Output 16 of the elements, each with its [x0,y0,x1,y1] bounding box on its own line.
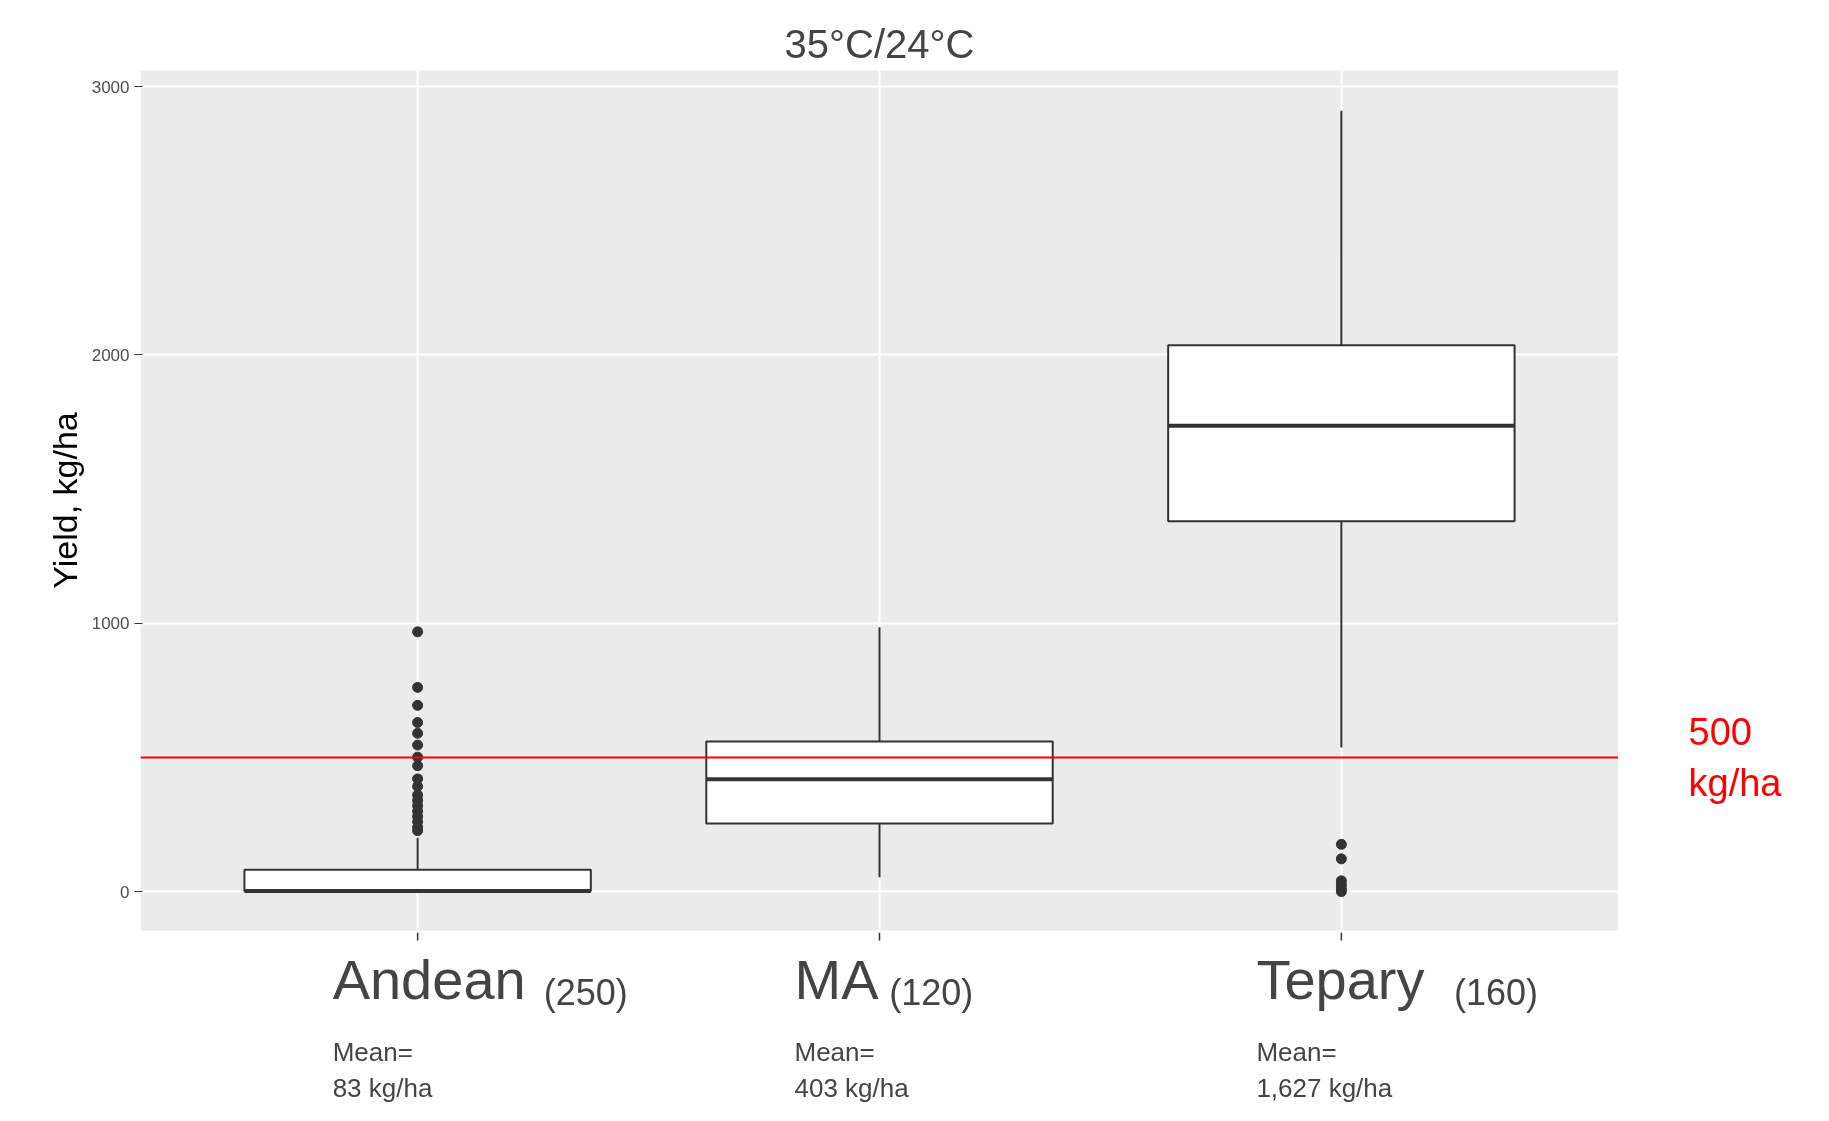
text: (120) [889,971,974,1013]
text: Mean= 83 kg/ha [332,1036,433,1103]
y-tick-label: 3000 [91,77,130,97]
chart-title: 35°C/24°C [784,21,975,66]
y-tick-label: 1000 [91,614,130,634]
text: (250) [543,971,628,1013]
x-tick-label: Andean [332,947,526,1011]
x-tick-label: MA [794,947,880,1011]
ref-line-label: 500 kg/ha [1688,711,1783,804]
text: (160) [1454,971,1539,1013]
y-axis-title: Yield, kg/ha [45,412,84,589]
x-tick-label: Tepary [1256,947,1425,1011]
y-tick-label: 2000 [91,345,130,365]
text: Mean= 403 kg/ha [794,1036,910,1103]
y-tick-label: 0 [120,882,130,902]
text: Mean= 1,627 kg/ha [1256,1036,1393,1103]
